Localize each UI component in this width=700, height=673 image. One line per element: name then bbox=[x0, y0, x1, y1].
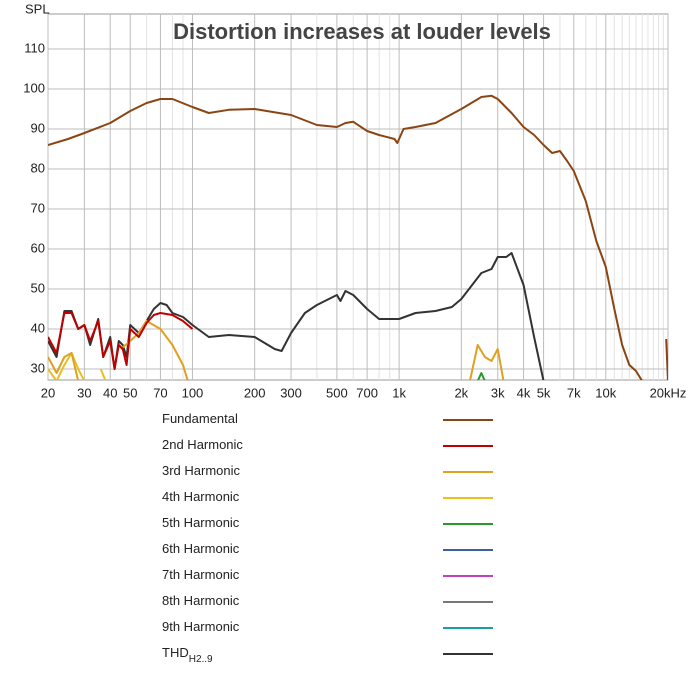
legend-name: Fundamental bbox=[162, 411, 238, 426]
legend-label: 4th Harmonic bbox=[162, 489, 240, 504]
y-tick-label: 100 bbox=[23, 80, 45, 95]
x-tick-label: 10k bbox=[595, 385, 616, 400]
legend-label: Fundamental bbox=[162, 411, 238, 426]
x-tick-label: 7k bbox=[567, 385, 581, 400]
legend-label: 9th Harmonic bbox=[162, 619, 240, 634]
legend-name: 8th Harmonic bbox=[162, 593, 240, 608]
x-tick-label: 30 bbox=[77, 385, 91, 400]
x-tick-label: 1k bbox=[392, 385, 406, 400]
x-tick-label: 700 bbox=[356, 385, 378, 400]
legend-label: 8th Harmonic bbox=[162, 593, 240, 608]
series-line bbox=[48, 94, 668, 380]
series-line bbox=[477, 372, 486, 380]
x-tick-label: 40 bbox=[103, 385, 117, 400]
x-tick-label: 70 bbox=[153, 385, 167, 400]
x-tick-label: 20kHz bbox=[650, 385, 687, 400]
y-tick-label: 80 bbox=[31, 160, 45, 175]
x-tick-label: 300 bbox=[280, 385, 302, 400]
y-tick-label: 110 bbox=[24, 40, 45, 55]
legend-name: THD bbox=[162, 645, 189, 660]
legend-label: 7th Harmonic bbox=[162, 567, 240, 582]
legend-name: 2nd Harmonic bbox=[162, 437, 243, 452]
x-tick-label: 5k bbox=[537, 385, 551, 400]
x-tick-label: 100 bbox=[182, 385, 204, 400]
chart-title: Distortion increases at louder levels bbox=[173, 19, 551, 44]
y-tick-label: 30 bbox=[31, 360, 45, 375]
y-tick-label: 50 bbox=[31, 280, 45, 295]
y-tick-label: 60 bbox=[31, 240, 45, 255]
x-tick-label: 200 bbox=[244, 385, 266, 400]
plot-area bbox=[47, 13, 669, 381]
legend-name: 9th Harmonic bbox=[162, 619, 240, 634]
x-tick-label: 20 bbox=[41, 385, 55, 400]
x-tick-label: 2k bbox=[454, 385, 468, 400]
y-axis-label: SPL bbox=[25, 1, 50, 16]
x-tick-label: 4k bbox=[517, 385, 531, 400]
legend-label: THDH2..9 bbox=[162, 645, 213, 664]
x-tick-label: 50 bbox=[123, 385, 137, 400]
y-tick-label: 70 bbox=[31, 200, 45, 215]
series-line bbox=[48, 312, 194, 370]
legend-label: 3rd Harmonic bbox=[162, 463, 241, 478]
legend-name: 6th Harmonic bbox=[162, 541, 240, 556]
series-line bbox=[48, 352, 107, 380]
legend-name: 7th Harmonic bbox=[162, 567, 240, 582]
legend-name: 3rd Harmonic bbox=[162, 463, 241, 478]
series-line bbox=[48, 320, 505, 380]
y-tick-label: 90 bbox=[31, 120, 45, 135]
legend-name: 5th Harmonic bbox=[162, 515, 240, 530]
legend-name: 4th Harmonic bbox=[162, 489, 240, 504]
legend-label: 5th Harmonic bbox=[162, 515, 240, 530]
x-tick-label: 500 bbox=[326, 385, 348, 400]
legend-subscript: H2..9 bbox=[189, 654, 213, 665]
legend-label: 6th Harmonic bbox=[162, 541, 240, 556]
legend-label: 2nd Harmonic bbox=[162, 437, 243, 452]
x-tick-label: 3k bbox=[491, 385, 505, 400]
y-tick-label: 40 bbox=[31, 320, 45, 335]
